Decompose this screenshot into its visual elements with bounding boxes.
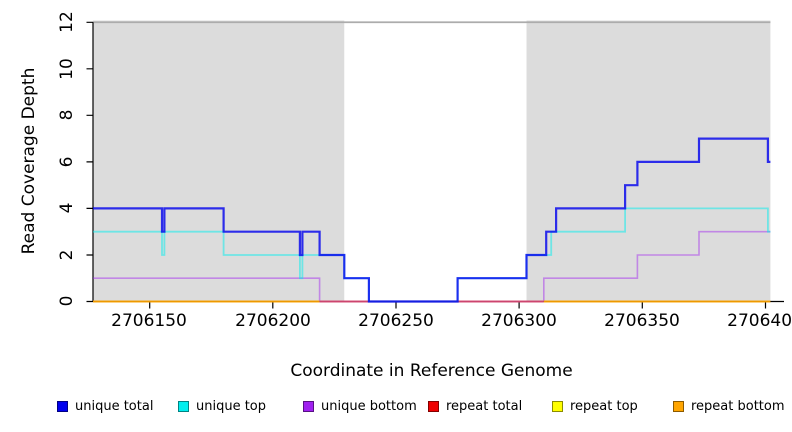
x-tick-label: 2706350 [604,311,680,331]
legend-swatch-repeat-total [428,401,439,412]
legend-item: unique total [57,399,153,414]
x-tick-label: 2706150 [111,311,187,331]
legend-label: unique total [75,399,154,414]
legend-swatch-unique-bottom [303,401,314,412]
y-tick-label: 4 [57,202,77,214]
x-tick-label: 2706300 [481,311,557,331]
shaded-repeat-region [93,20,345,302]
y-tick-label: 10 [57,58,77,80]
legend-item: repeat total [428,399,522,414]
legend-item: repeat top [552,399,638,414]
x-tick-label: 2706250 [358,311,434,331]
legend-swatch-repeat-bottom [673,401,684,412]
legend-label: unique bottom [321,399,417,414]
legend-label: repeat bottom [691,399,785,414]
legend-item: unique bottom [303,399,417,414]
y-tick-label: 0 [57,295,77,307]
legend-label: unique top [196,399,267,414]
y-tick-label: 2 [57,249,77,261]
legend-swatch-unique-top [178,401,189,412]
x-tick-label: 2706200 [235,311,311,331]
y-tick-label: 8 [57,109,77,121]
series-line-unique-total [93,137,771,303]
legend-item: repeat bottom [673,399,785,414]
y-tick-label: 6 [57,156,77,168]
legend-label: repeat total [446,399,523,414]
legend-label: repeat top [570,399,638,414]
series-line-unique-bottom [93,230,771,303]
legend-item: unique top [178,399,266,414]
legend-swatch-unique-total [57,401,68,412]
y-tick-label: 12 [57,11,77,33]
axis-ticks [86,21,767,309]
legend-swatch-repeat-top [552,401,563,412]
y-axis-label: Read Coverage Depth [19,67,39,255]
x-axis-label: Coordinate in Reference Genome [290,361,573,381]
